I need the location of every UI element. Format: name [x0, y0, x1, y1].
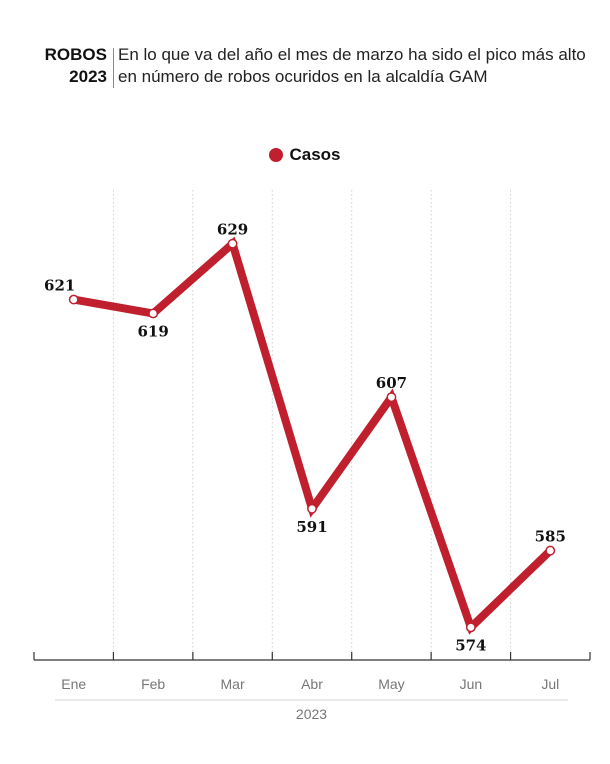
tag-year: 2023 [69, 67, 107, 86]
data-point [386, 392, 397, 403]
legend-label: Casos [289, 145, 341, 164]
data-label: 585 [535, 528, 566, 546]
legend: Casos [0, 145, 610, 165]
header-separator [113, 48, 114, 88]
data-label: 574 [455, 636, 486, 654]
data-label: 621 [44, 277, 75, 295]
data-point [307, 503, 317, 514]
tag-title: ROBOS [44, 45, 107, 64]
data-label: 607 [376, 374, 407, 392]
x-tick-label: Ene [61, 676, 86, 692]
data-label: 619 [137, 322, 168, 340]
data-point [545, 545, 556, 556]
x-tick-label: Jul [541, 676, 559, 692]
x-tick-label: Mar [221, 676, 245, 692]
header-tag: ROBOS 2023 [45, 44, 107, 88]
x-tick-label: Jun [460, 676, 483, 692]
data-point [465, 622, 476, 633]
data-label: 591 [296, 518, 327, 536]
series-line-casos [73, 236, 554, 635]
data-label: 629 [217, 221, 248, 239]
x-axis-title: 2023 [296, 706, 327, 722]
data-point [68, 294, 79, 305]
x-tick-label: Abr [301, 676, 323, 692]
x-tick-label: Feb [141, 676, 165, 692]
data-point [148, 308, 159, 319]
chart-description: En lo que va del año el mes de marzo ha … [118, 45, 586, 86]
legend-marker [269, 148, 284, 162]
data-point [227, 238, 238, 249]
x-tick-label: May [378, 676, 404, 692]
